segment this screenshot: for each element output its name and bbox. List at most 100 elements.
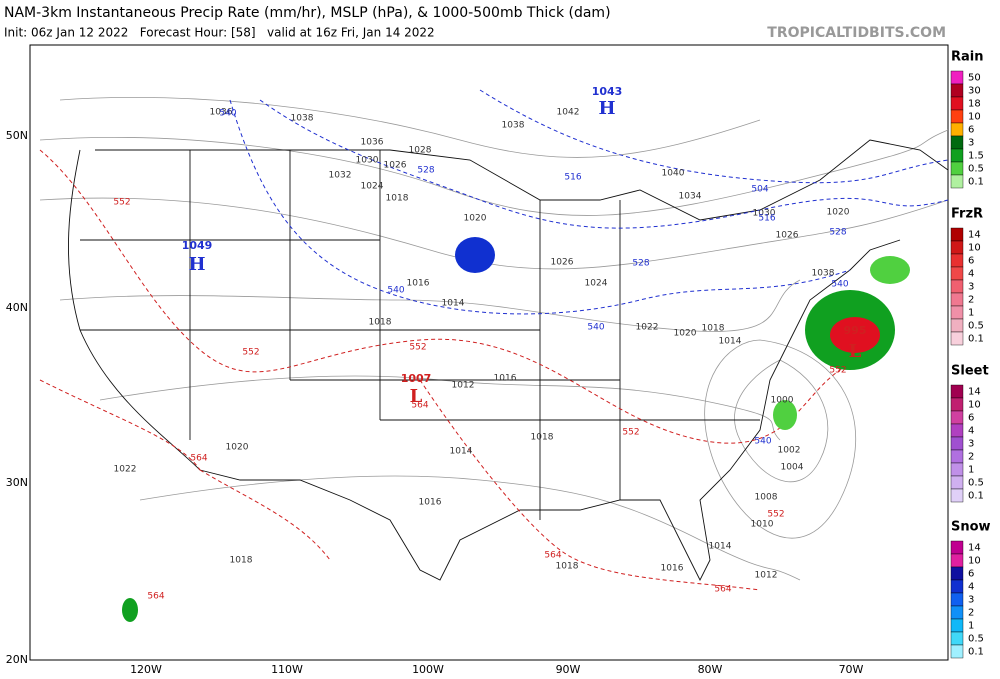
lon-label: 70W bbox=[839, 663, 864, 676]
center-pressure: 995 bbox=[844, 324, 867, 337]
legend-label: 1 bbox=[968, 308, 974, 319]
thickness-label: 564 bbox=[544, 551, 561, 561]
isobars bbox=[39, 97, 949, 581]
isobar-label: 1016 bbox=[661, 564, 684, 574]
legend-swatch bbox=[950, 384, 964, 399]
legend-label: 10 bbox=[968, 556, 981, 567]
legend-swatch bbox=[950, 227, 964, 242]
legend-label: 4 bbox=[968, 426, 974, 437]
legend-swatch bbox=[950, 135, 964, 150]
isobar-label: 1026 bbox=[551, 258, 574, 268]
legend-title: FrzR bbox=[951, 207, 983, 222]
thickness-lines bbox=[39, 89, 949, 591]
legend-label: 18 bbox=[968, 99, 981, 110]
thickness-label: 516 bbox=[758, 214, 775, 224]
isobar-label: 1022 bbox=[114, 465, 137, 475]
center-symbol: H bbox=[188, 254, 205, 275]
legend-label: 10 bbox=[968, 400, 981, 411]
thickness-label: 504 bbox=[751, 185, 768, 195]
legend-swatch bbox=[950, 148, 964, 163]
isobar-label: 1002 bbox=[778, 446, 801, 456]
thickness-label: 552 bbox=[113, 198, 130, 208]
legend-swatch bbox=[950, 436, 964, 451]
isobar-label: 1032 bbox=[329, 171, 352, 181]
thickness-label: 552 bbox=[829, 366, 846, 376]
isobar-label: 1026 bbox=[776, 231, 799, 241]
isobar-label: 1008 bbox=[755, 493, 778, 503]
legend-label: 2 bbox=[968, 452, 974, 463]
precip bbox=[122, 237, 910, 622]
boundaries bbox=[68, 139, 949, 582]
isobar-label: 1018 bbox=[230, 556, 253, 566]
center-symbol: H bbox=[598, 98, 615, 119]
isobar-label: 1004 bbox=[781, 463, 804, 473]
center-pressure: 1049 bbox=[182, 239, 213, 252]
legend-label: 0.5 bbox=[968, 634, 984, 645]
legend-title: Sleet bbox=[951, 364, 989, 379]
isobar-label: 1024 bbox=[585, 279, 608, 289]
legend-label: 10 bbox=[968, 243, 981, 254]
legend-label: 0.1 bbox=[968, 334, 984, 345]
isobar-label: 1034 bbox=[679, 192, 702, 202]
legend-label: 4 bbox=[968, 269, 974, 280]
thickness-label: 540 bbox=[587, 323, 604, 333]
legend-swatch bbox=[950, 566, 964, 581]
legend-swatch bbox=[950, 331, 964, 346]
legend-label: 1.5 bbox=[968, 151, 984, 162]
legend-swatch bbox=[950, 70, 964, 85]
thickness-label: 552 bbox=[767, 510, 784, 520]
legend-label: 6 bbox=[968, 413, 974, 424]
legend-label: 14 bbox=[968, 387, 981, 398]
isobar-label: 1030 bbox=[356, 156, 379, 166]
isobar-label: 1016 bbox=[419, 498, 442, 508]
thickness-label: 540 bbox=[387, 286, 404, 296]
legend-label: 3 bbox=[968, 595, 974, 606]
isobar-label: 1018 bbox=[556, 562, 579, 572]
lat-label: 20N bbox=[6, 653, 28, 666]
thickness-label: 516 bbox=[564, 173, 581, 183]
thickness-label: 552 bbox=[409, 343, 426, 353]
legend-label: 6 bbox=[968, 569, 974, 580]
legend-swatch bbox=[950, 305, 964, 320]
legend-label: 30 bbox=[968, 86, 981, 97]
lon-label: 100W bbox=[412, 663, 444, 676]
isobar-label: 1018 bbox=[702, 324, 725, 334]
legend-swatch bbox=[950, 253, 964, 268]
isobar-label: 1018 bbox=[531, 433, 554, 443]
thickness-label: 528 bbox=[417, 166, 434, 176]
isobar-label: 1020 bbox=[827, 208, 850, 218]
legend-swatch bbox=[950, 83, 964, 98]
isobar-label: 1018 bbox=[369, 318, 392, 328]
isobar-label: 1020 bbox=[226, 443, 249, 453]
center-pressure: 1007 bbox=[401, 372, 432, 385]
legend-swatch bbox=[950, 161, 964, 176]
legend-swatch bbox=[950, 644, 964, 659]
lat-label: 40N bbox=[6, 301, 28, 314]
legend-label: 0.5 bbox=[968, 321, 984, 332]
legend-swatch bbox=[950, 292, 964, 307]
legend-swatch bbox=[950, 410, 964, 425]
legend-swatch bbox=[950, 397, 964, 412]
map-area bbox=[29, 44, 949, 661]
thickness-label: 528 bbox=[829, 228, 846, 238]
thickness-label: 564 bbox=[190, 454, 207, 464]
legend-label: 50 bbox=[968, 73, 981, 84]
legend-swatch bbox=[950, 488, 964, 503]
legend-swatch bbox=[950, 618, 964, 633]
isobar-label: 1022 bbox=[636, 323, 659, 333]
isobar-label: 1038 bbox=[291, 114, 314, 124]
legend-swatch bbox=[950, 96, 964, 111]
legend-swatch bbox=[950, 423, 964, 438]
legend-label: 3 bbox=[968, 282, 974, 293]
legend-label: 0.5 bbox=[968, 164, 984, 175]
legend-title: Snow bbox=[951, 520, 991, 535]
isobar-label: 1010 bbox=[751, 520, 774, 530]
isobar-label: 1024 bbox=[361, 182, 384, 192]
center-pressure: 1043 bbox=[592, 85, 623, 98]
isobar-label: 1028 bbox=[409, 146, 432, 156]
lon-label: 90W bbox=[556, 663, 581, 676]
legend-swatch bbox=[950, 449, 964, 464]
isobar-label: 1014 bbox=[719, 337, 742, 347]
